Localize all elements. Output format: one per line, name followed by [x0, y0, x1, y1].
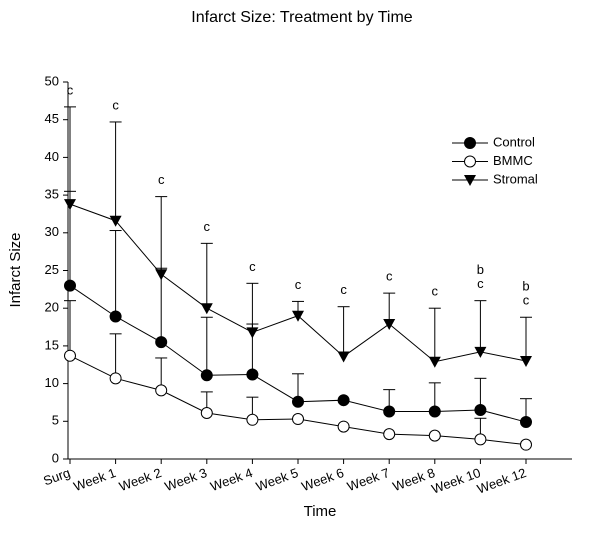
data-point	[428, 429, 441, 442]
data-point	[383, 405, 396, 418]
x-tick-label: Week 2	[117, 465, 163, 494]
data-point	[155, 384, 168, 397]
data-point	[464, 155, 476, 168]
data-point	[109, 310, 122, 323]
annotation: c	[523, 293, 530, 308]
data-point	[246, 327, 259, 339]
data-point	[520, 438, 532, 451]
data-point	[337, 420, 350, 433]
y-tick-label: 25	[45, 262, 59, 277]
x-tick-label: Week 7	[345, 465, 391, 494]
y-tick-label: 5	[52, 413, 59, 428]
data-point	[292, 413, 304, 426]
data-point	[155, 336, 168, 349]
data-point	[474, 403, 487, 416]
data-point	[464, 137, 476, 149]
data-point	[200, 407, 213, 420]
y-tick-label: 30	[45, 224, 59, 239]
annotation: c	[340, 282, 347, 297]
data-point	[520, 355, 532, 367]
data-point	[246, 368, 259, 381]
data-point	[109, 372, 122, 385]
annotation: b	[522, 279, 529, 294]
data-point	[428, 356, 441, 368]
data-point	[292, 395, 304, 408]
data-point	[246, 413, 259, 426]
x-tick-label: Week 8	[391, 465, 437, 494]
y-tick-label: 50	[45, 73, 59, 88]
data-point	[200, 369, 213, 382]
y-tick-label: 15	[45, 337, 59, 352]
data-point	[520, 416, 532, 429]
y-tick-label: 20	[45, 300, 59, 315]
y-axis-label: Infarct Size	[7, 232, 24, 307]
y-tick-label: 0	[52, 450, 59, 465]
y-tick-label: 10	[45, 375, 59, 390]
annotation: c	[386, 269, 393, 284]
annotation: c	[112, 97, 119, 112]
data-point	[64, 279, 76, 292]
annotation: c	[477, 276, 484, 291]
x-axis-label: Time	[304, 503, 337, 520]
x-tick-label: Week 12	[475, 465, 528, 497]
annotation: c	[295, 277, 302, 292]
annotation: c	[432, 284, 439, 299]
annotation: c	[249, 259, 256, 274]
x-tick-label: Week 10	[429, 465, 482, 497]
x-tick-label: Week 6	[299, 465, 345, 494]
y-tick-label: 40	[45, 149, 59, 164]
annotation: c	[67, 82, 74, 97]
data-point	[428, 405, 441, 418]
data-point	[64, 199, 76, 211]
data-point	[474, 433, 487, 446]
annotation: c	[158, 172, 165, 187]
data-point	[155, 269, 168, 281]
legend-label: BMMC	[493, 153, 533, 168]
x-tick-label: Week 5	[254, 465, 300, 494]
data-point	[292, 310, 304, 322]
data-point	[337, 394, 350, 407]
data-point	[464, 175, 476, 186]
x-tick-label: Week 4	[208, 465, 254, 494]
data-point	[337, 351, 350, 363]
y-tick-label: 45	[45, 111, 59, 126]
annotation: c	[204, 219, 211, 234]
data-point	[64, 349, 76, 362]
data-point	[200, 303, 213, 315]
legend-label: Stromal	[493, 171, 538, 186]
chart-title: Infarct Size: Treatment by Time	[191, 9, 413, 26]
data-point	[474, 346, 487, 358]
y-tick-label: 35	[45, 187, 59, 202]
annotation: b	[477, 262, 484, 277]
legend-label: Control	[493, 134, 535, 149]
x-tick-label: Week 3	[163, 465, 209, 494]
data-point	[109, 215, 122, 227]
data-point	[383, 428, 396, 441]
data-point	[383, 319, 396, 331]
x-tick-label: Week 1	[71, 465, 117, 494]
x-tick-label: Surg	[41, 465, 72, 488]
